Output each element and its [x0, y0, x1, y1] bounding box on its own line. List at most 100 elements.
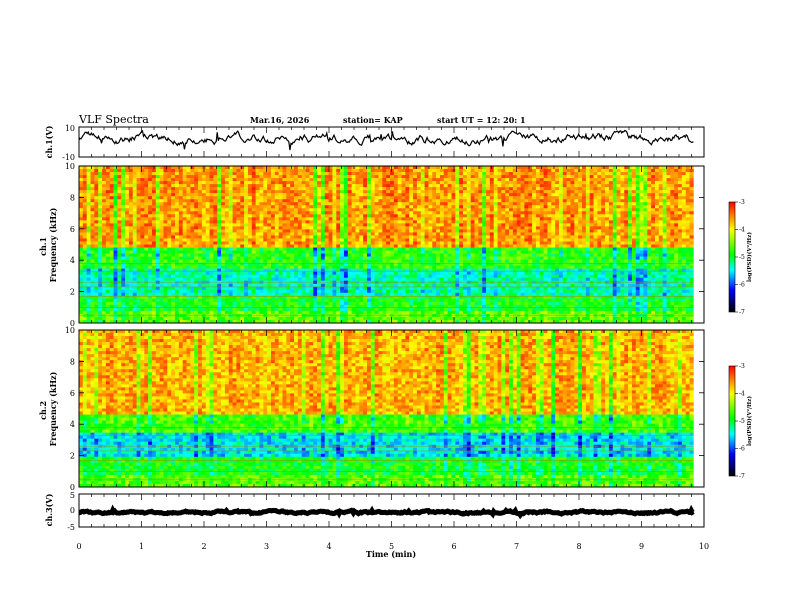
spectrogram-cell	[370, 175, 375, 179]
spectrogram-cell	[247, 220, 253, 224]
spectrogram-cell	[336, 190, 341, 194]
spectrogram-cell	[505, 247, 510, 251]
spectrogram-cell	[201, 199, 207, 203]
spectrogram-cell	[551, 238, 556, 242]
spectrogram-cell	[532, 166, 537, 170]
spectrogram-cell	[662, 205, 667, 209]
spectrogram-cell	[90, 238, 95, 242]
spectrogram-cell	[159, 232, 164, 236]
spectrogram-cell	[132, 175, 137, 179]
spectrogram-cell	[666, 208, 671, 212]
spectrogram-cell	[654, 238, 660, 242]
spectrogram-cell	[251, 214, 256, 218]
spectrogram-cell	[259, 169, 264, 173]
spectrogram-cell	[547, 229, 552, 233]
spectrogram-cell	[489, 247, 494, 251]
spectrogram-cell	[497, 244, 502, 248]
spectrogram-cell	[94, 199, 99, 203]
spectrogram-cell	[589, 190, 594, 194]
spectrogram-cell	[240, 190, 245, 194]
spectrogram-cell	[585, 190, 590, 194]
spectrogram-cell	[217, 214, 222, 218]
spectrogram-cell	[347, 247, 352, 251]
spectrogram-cell	[662, 232, 667, 236]
spectrogram-cell	[182, 253, 187, 257]
spectrogram-cell	[332, 166, 337, 170]
spectrogram-cell	[489, 199, 494, 203]
spectrogram-cell	[140, 199, 145, 203]
spectrogram-cell	[539, 184, 544, 188]
spectrogram-cell	[532, 178, 537, 182]
spectrogram-cell	[474, 253, 479, 257]
spectrogram-cell	[443, 214, 448, 218]
spectrogram-cell	[278, 208, 283, 212]
spectrogram-cell	[343, 172, 349, 176]
spectrogram-cell	[217, 253, 222, 257]
spectrogram-cell	[324, 217, 329, 221]
spectrogram-cell	[628, 214, 633, 218]
spectrogram-cell	[148, 166, 153, 170]
spectrogram-cell	[140, 190, 145, 194]
spectrogram-cell	[551, 199, 556, 203]
spectrogram-cell	[493, 214, 498, 218]
spectrogram-cell	[232, 214, 237, 218]
spectrogram-cell	[566, 214, 571, 218]
spectrogram-cell	[416, 226, 422, 230]
spectrogram-cell	[236, 250, 241, 254]
spectrogram-cell	[466, 220, 471, 224]
spectrogram-cell	[520, 220, 525, 224]
spectrogram-cell	[397, 229, 402, 233]
spectrogram-cell	[678, 202, 683, 206]
spectrogram-cell	[616, 229, 621, 233]
spectrogram-cell	[689, 190, 694, 194]
spectrogram-cell	[240, 244, 245, 248]
spectrogram-cell	[443, 247, 448, 251]
spectrogram-cell	[190, 235, 195, 239]
spectrogram-cell	[221, 214, 226, 218]
spectrogram-cell	[459, 229, 464, 233]
spectrogram-cell	[574, 205, 579, 209]
spectrogram-cell	[470, 250, 475, 254]
spectrogram-cell	[178, 175, 183, 179]
spectrogram-cell	[136, 181, 141, 185]
spectrogram-cell	[148, 181, 153, 185]
spectrogram-cell	[347, 223, 352, 227]
spectrogram-cell	[294, 214, 299, 218]
spectrogram-cell	[616, 181, 621, 185]
spectrogram-cell	[278, 253, 283, 257]
spectrogram-cell	[643, 199, 648, 203]
spectrogram-cell	[240, 217, 245, 221]
spectrogram-cell	[317, 220, 322, 224]
spectrogram-cell	[409, 229, 414, 233]
spectrogram-cell	[236, 172, 241, 176]
spectrogram-cell	[251, 229, 256, 233]
spectrogram-cell	[382, 199, 387, 203]
spectrogram-cell	[190, 181, 195, 185]
spectrogram-cell	[201, 178, 207, 182]
spectrogram-cell	[582, 223, 587, 227]
spectrogram-cell	[674, 172, 679, 176]
spectrogram-cell	[144, 190, 149, 194]
spectrogram-cell	[439, 199, 445, 203]
spectrogram-cell	[666, 220, 671, 224]
spectrogram-cell	[167, 253, 172, 257]
spectrogram-cell	[390, 172, 395, 176]
spectrogram-cell	[459, 187, 464, 191]
spectrogram-cell	[474, 184, 479, 188]
spectrogram-cell	[255, 214, 260, 218]
spectrogram-cell	[543, 184, 548, 188]
spectrogram-cell	[486, 226, 491, 230]
spectrogram-cell	[482, 178, 487, 182]
spectrogram-cell	[512, 166, 518, 170]
spectrogram-cell	[305, 196, 310, 200]
spectrogram-cell	[232, 199, 237, 203]
spectrogram-cell	[132, 220, 137, 224]
spectrogram-cell	[359, 202, 364, 206]
spectrogram-cell	[409, 193, 414, 197]
spectrogram-cell	[217, 211, 222, 215]
spectrogram-cell	[294, 211, 299, 215]
spectrogram-cell	[251, 196, 256, 200]
spectrogram-cell	[443, 235, 448, 239]
spectrogram-cell	[486, 211, 491, 215]
spectrogram-cell	[182, 226, 187, 230]
